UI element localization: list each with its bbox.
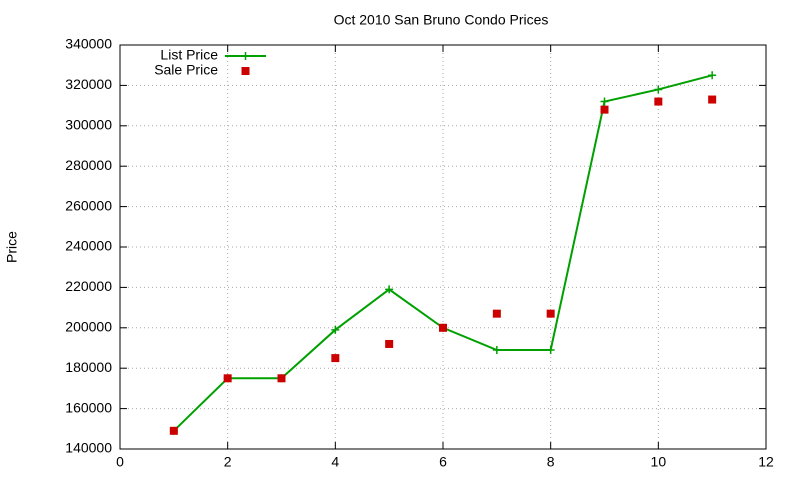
point bbox=[439, 323, 447, 332]
point bbox=[331, 354, 340, 363]
x-tick-label: 6 bbox=[439, 454, 447, 470]
y-tick-label: 320000 bbox=[65, 76, 112, 92]
y-tick-label: 220000 bbox=[65, 278, 112, 294]
x-tick-label: 4 bbox=[331, 454, 339, 470]
point bbox=[600, 97, 609, 106]
point bbox=[546, 309, 555, 318]
y-axis-label: Price bbox=[4, 231, 20, 263]
legend-label: List Price bbox=[160, 47, 218, 63]
point bbox=[546, 346, 555, 355]
x-tick-label: 12 bbox=[758, 454, 774, 470]
point bbox=[492, 309, 501, 318]
y-tick-label: 260000 bbox=[65, 197, 112, 213]
y-tick-label: 140000 bbox=[65, 440, 112, 456]
point bbox=[277, 374, 286, 383]
y-tick-label: 180000 bbox=[65, 359, 112, 375]
point bbox=[385, 339, 394, 348]
point bbox=[600, 105, 609, 114]
x-tick-label: 0 bbox=[116, 454, 124, 470]
y-tick-label: 160000 bbox=[65, 399, 112, 415]
y-tick-label: 240000 bbox=[65, 238, 112, 254]
point bbox=[654, 97, 663, 106]
y-tick-label: 300000 bbox=[65, 117, 112, 133]
point bbox=[654, 85, 663, 94]
point bbox=[331, 325, 340, 334]
y-tick-label: 200000 bbox=[65, 319, 112, 335]
x-tick-label: 10 bbox=[651, 454, 667, 470]
chart-title: Oct 2010 San Bruno Condo Prices bbox=[334, 12, 549, 28]
plot-border bbox=[119, 44, 767, 450]
point bbox=[708, 95, 717, 104]
legend-marker bbox=[241, 52, 250, 60]
point bbox=[385, 285, 394, 294]
point bbox=[708, 71, 717, 80]
point bbox=[223, 374, 232, 383]
legend-label: Sale Price bbox=[154, 62, 218, 78]
y-tick-label: 340000 bbox=[65, 36, 112, 52]
x-tick-label: 8 bbox=[547, 454, 555, 470]
y-tick-label: 280000 bbox=[65, 157, 112, 173]
legend-marker bbox=[241, 67, 250, 75]
x-tick-label: 2 bbox=[224, 454, 232, 470]
point bbox=[169, 426, 178, 435]
point bbox=[492, 346, 501, 355]
